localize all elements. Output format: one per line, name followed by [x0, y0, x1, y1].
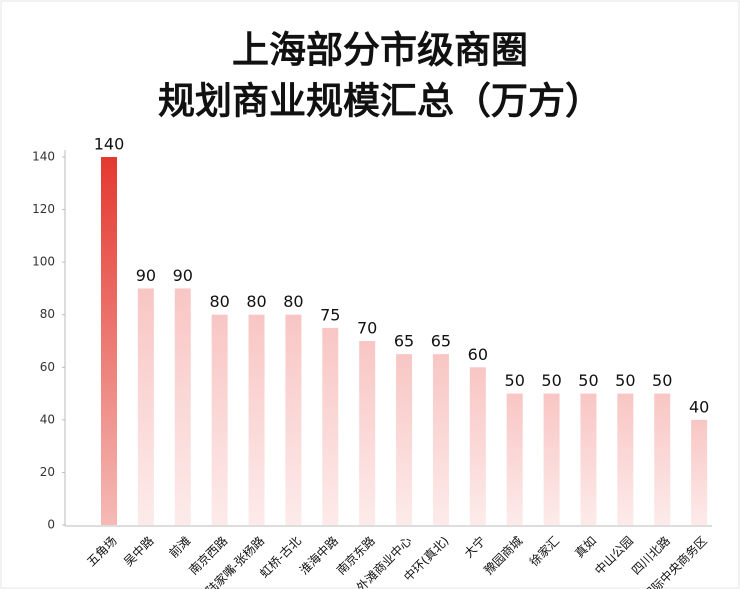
bar	[174, 288, 191, 525]
value-label: 50	[652, 371, 672, 390]
chart-title: 规划商业规模汇总（万方）	[158, 80, 602, 123]
y-tick-label: 0	[47, 518, 55, 532]
value-label: 50	[541, 371, 561, 390]
x-tick-label: 吴中路	[120, 533, 156, 569]
x-tick-label: 中山公园	[591, 533, 636, 578]
value-label: 65	[431, 332, 451, 351]
bar	[137, 288, 154, 525]
x-tick-label: 大宁	[461, 533, 489, 561]
x-tick-label: 淮海中路	[296, 533, 341, 578]
x-tick-label: 豫园商城	[481, 533, 526, 578]
y-tick-label: 60	[40, 360, 55, 374]
value-label: 80	[209, 292, 229, 311]
y-tick-label: 80	[40, 307, 55, 321]
value-label: 50	[615, 371, 635, 390]
bar	[543, 393, 560, 525]
chart-title: 上海部分市级商圈	[232, 29, 528, 72]
value-label: 80	[283, 292, 303, 311]
bar	[617, 393, 634, 525]
bar	[580, 393, 597, 525]
bar	[506, 393, 523, 525]
value-label: 75	[320, 305, 340, 324]
bar	[101, 157, 117, 525]
value-label: 90	[173, 266, 193, 285]
bar	[691, 419, 708, 525]
x-tick-label: 真如	[571, 533, 599, 561]
bar	[248, 314, 265, 525]
bar	[322, 327, 339, 525]
y-tick-label: 120	[32, 202, 55, 216]
bar	[469, 367, 486, 525]
bar	[211, 314, 228, 525]
value-label: 65	[394, 332, 414, 351]
y-tick-label: 40	[40, 412, 55, 426]
value-label: 60	[468, 345, 488, 364]
x-tick-label: 前滩	[166, 533, 194, 561]
x-tick-label: 五角场	[84, 534, 119, 569]
bar	[396, 354, 413, 525]
bar	[432, 354, 449, 525]
x-tick-label: 徐家汇	[526, 533, 562, 569]
value-label: 70	[357, 319, 377, 338]
y-tick-label: 20	[40, 465, 55, 479]
value-label: 80	[246, 292, 266, 311]
value-label: 90	[136, 266, 156, 285]
value-label: 50	[505, 371, 525, 390]
value-label: 40	[689, 397, 709, 416]
y-tick-label: 100	[32, 255, 55, 269]
bar	[654, 393, 671, 525]
value-label: 50	[578, 371, 598, 390]
value-label: 140	[94, 135, 125, 154]
bar	[359, 341, 376, 525]
y-tick-label: 140	[32, 150, 55, 164]
bar	[285, 314, 302, 525]
